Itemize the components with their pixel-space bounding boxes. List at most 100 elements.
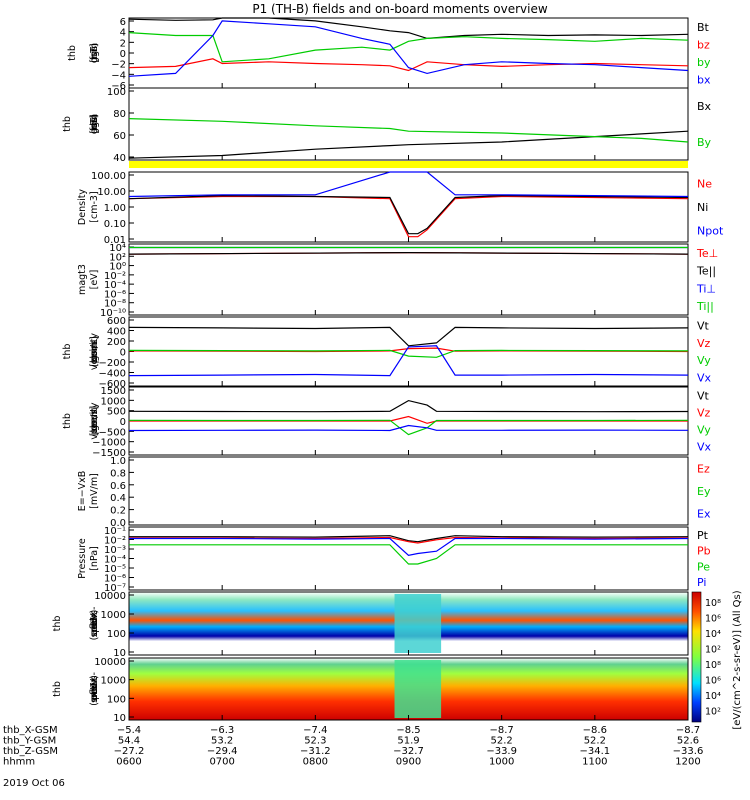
footer-value: 1000: [489, 757, 514, 768]
colorbar: [691, 591, 702, 723]
legend-te: Te||: [696, 265, 716, 278]
legend-vz: Vz: [697, 337, 711, 350]
y-axis-label-line: sr-eV): [89, 675, 100, 703]
y-axis-label-line: [nT]: [89, 114, 100, 133]
series-npot: [128, 171, 689, 198]
legend-vx: Vx: [697, 441, 712, 454]
footer-value: −34.1: [580, 746, 611, 757]
colorbar-tick-label: 10²: [705, 707, 721, 718]
y-tick-label: −1000: [92, 438, 126, 449]
y-tick-label: 0.2: [110, 506, 126, 517]
series-bt: [128, 17, 689, 40]
y-tick-label: −6: [111, 81, 126, 92]
y-axis-label-line: [cm-3]: [89, 191, 100, 222]
footer-value: 52.3: [304, 736, 326, 747]
y-tick-label: 10⁻⁴: [104, 280, 126, 291]
footer-value: −33.6: [673, 746, 704, 757]
series-ni: [128, 194, 689, 235]
legend-ti: Ti||: [696, 300, 714, 313]
footer-value: −6.3: [210, 725, 234, 736]
y-axis-label: Pressure[nPa]: [77, 538, 100, 579]
legend-te: Te⊥: [696, 247, 718, 260]
y-axis-label-line: eV: [89, 617, 100, 630]
y-tick-label: 40: [113, 153, 126, 164]
y-axis-label-line: (cm²-s-: [89, 672, 100, 706]
y-axis-label-line: [nPa]: [89, 546, 100, 571]
footer-row-label: thb_Z-GSM: [3, 746, 58, 757]
y-axis-label-line: thb: [62, 116, 73, 132]
y-tick-label: 80: [113, 109, 126, 120]
footer-value: 0700: [209, 757, 234, 768]
legend-pe: Pe: [697, 560, 710, 573]
series-pe: [129, 544, 688, 565]
y-tick-label: 10: [113, 713, 126, 724]
legend-pi: Pi: [697, 576, 706, 589]
panel-8: 10⁻¹10⁻²10⁻³10⁻⁴10⁻⁵10⁻⁶10⁻⁷ Pressure[nPa…: [77, 526, 711, 594]
y-axis-label-line: eflux: [89, 677, 100, 701]
panel-2: 100 80 60 40 thb fgsgsm-dsl[nT] Bx By: [62, 87, 712, 164]
y-axis-label-line: gsm: [89, 114, 100, 134]
series-vt: [128, 326, 689, 347]
y-tick-label: 1000: [101, 610, 126, 621]
legend-pt: Pt: [697, 529, 709, 542]
panel-frame: [128, 87, 689, 161]
colorbar-tick-label: 10⁸: [705, 660, 721, 671]
legend-ex: Ex: [697, 508, 711, 521]
y-tick-label: −4: [111, 70, 126, 81]
y-axis-label: thb peerenefluxeV(cm²-s-sr-eV): [52, 672, 100, 706]
y-axis-label-line: E=−VxB: [77, 471, 88, 512]
y-axis-label-line: [km/s]: [89, 336, 100, 366]
y-axis-label-line: peim: [89, 340, 100, 364]
y-tick-label: 10⁻⁶: [104, 289, 126, 300]
series-vx: [128, 345, 689, 377]
footer-value: −8.7: [676, 725, 700, 736]
footer-value: −8.7: [490, 725, 514, 736]
y-axis-label-line: peir: [89, 614, 100, 633]
footer-value: −8.6: [583, 725, 607, 736]
footer-value: 52.2: [491, 736, 513, 747]
y-tick-label: 0.6: [110, 481, 126, 492]
y-tick-label: 0.4: [110, 493, 126, 504]
y-axis-label-line: en: [89, 618, 100, 630]
y-tick-label: 10.00: [97, 187, 126, 198]
colorbar-tick-label: 10²: [705, 645, 721, 656]
y-axis-label-line: peer: [89, 678, 100, 700]
y-tick-label: 200: [107, 337, 126, 348]
y-tick-label: 0.0: [110, 518, 126, 529]
colorbar-tick-label: 10⁶: [705, 676, 721, 687]
footer-row-label: thb_Y-GSM: [3, 736, 56, 747]
y-tick-label: 10⁻¹: [104, 526, 126, 537]
y-axis-label-line: thb: [67, 45, 78, 61]
series-bx: [128, 20, 689, 77]
y-axis-label-line: [nT]: [89, 43, 100, 62]
legend-ey: Ey: [697, 485, 711, 498]
y-axis-label-line: thb: [52, 616, 63, 632]
y-tick-label: 60: [113, 131, 126, 142]
colorbar-label: [eV/(cm^2-s-sr-eV)] (All Qs): [732, 590, 743, 729]
footer-value: 0800: [303, 757, 328, 768]
y-axis-label-line: en: [89, 683, 100, 695]
footer-value: −8.5: [396, 725, 420, 736]
panel-7: 1.00.8 0.60.4 0.20.0 E=−VxB[mV/m] Ez Ey Ex: [77, 456, 711, 529]
legend-vy: Vy: [697, 424, 711, 437]
legend-ez: Ez: [697, 462, 710, 475]
footer-row-label: hhmm: [3, 757, 35, 768]
series-pt: [129, 535, 689, 543]
colorbar-tick-label: 10⁸: [705, 598, 721, 609]
legend-bz: bz: [697, 38, 710, 51]
y-tick-label: 10: [113, 648, 126, 659]
y-axis-label: thb fgsgsm-dsl[nT]: [62, 114, 100, 134]
y-tick-label: 10⁻⁴: [104, 555, 126, 566]
y-tick-label: 100: [107, 87, 126, 98]
y-axis-label-line: sr-eV): [89, 610, 100, 638]
y-tick-label: 600: [107, 316, 126, 327]
legend-pb: Pb: [697, 545, 711, 558]
y-axis-label-line: thb: [62, 344, 73, 360]
y-axis-label-line: gsm: [89, 411, 100, 431]
legend-ne: Ne: [697, 178, 712, 191]
footer-value: −29.4: [207, 746, 238, 757]
panel-9: 10000 1000 100 10 thb peirenefluxeV(cm²-s-sr-…: [52, 591, 689, 659]
